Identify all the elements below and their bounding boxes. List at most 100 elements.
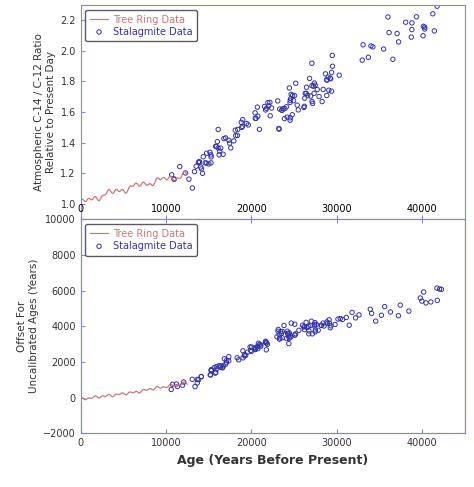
Stalagmite Data [212, 369, 219, 376]
Stalagmite Data [179, 381, 186, 389]
Stalagmite Data [278, 106, 286, 114]
Stalagmite Data [289, 111, 296, 119]
Stalagmite Data [254, 342, 262, 350]
Stalagmite Data [251, 346, 259, 354]
Stalagmite Data [280, 321, 288, 329]
Stalagmite Data [303, 323, 311, 331]
Stalagmite Data [170, 175, 178, 183]
Stalagmite Data [233, 354, 241, 362]
Stalagmite Data [320, 322, 328, 330]
Stalagmite Data [196, 158, 203, 166]
Stalagmite Data [428, 0, 436, 4]
Legend: Tree Ring Data, Stalagmite Data: Tree Ring Data, Stalagmite Data [85, 10, 197, 41]
Stalagmite Data [328, 87, 335, 95]
Tree Ring Data [184, 381, 190, 387]
Stalagmite Data [421, 23, 428, 31]
Tree Ring Data [182, 379, 187, 385]
Line: Tree Ring Data: Tree Ring Data [81, 382, 187, 400]
Tree Ring Data [182, 169, 188, 175]
Stalagmite Data [263, 105, 270, 112]
Stalagmite Data [396, 301, 404, 309]
Stalagmite Data [277, 328, 284, 336]
Stalagmite Data [247, 348, 255, 356]
Stalagmite Data [328, 62, 336, 70]
Stalagmite Data [266, 112, 274, 120]
Stalagmite Data [369, 43, 377, 51]
Stalagmite Data [238, 123, 246, 131]
Stalagmite Data [274, 97, 282, 105]
Stalagmite Data [311, 328, 319, 336]
Stalagmite Data [278, 107, 286, 114]
Stalagmite Data [305, 322, 312, 330]
Stalagmite Data [206, 371, 214, 379]
Stalagmite Data [193, 375, 201, 383]
Stalagmite Data [326, 319, 333, 327]
Stalagmite Data [323, 76, 330, 84]
Stalagmite Data [419, 22, 427, 30]
Stalagmite Data [394, 312, 402, 319]
Stalagmite Data [436, 285, 444, 293]
Stalagmite Data [365, 54, 372, 61]
Stalagmite Data [292, 330, 300, 337]
X-axis label: Age (Years Before Present): Age (Years Before Present) [177, 454, 368, 467]
Stalagmite Data [219, 150, 227, 158]
Stalagmite Data [176, 163, 183, 170]
Stalagmite Data [276, 105, 283, 113]
Stalagmite Data [252, 114, 259, 122]
Stalagmite Data [285, 329, 293, 337]
Stalagmite Data [323, 318, 331, 326]
Stalagmite Data [185, 175, 193, 183]
Stalagmite Data [304, 92, 311, 99]
Stalagmite Data [395, 38, 402, 46]
Tree Ring Data [79, 197, 84, 203]
Stalagmite Data [292, 79, 300, 87]
Stalagmite Data [247, 346, 255, 354]
Stalagmite Data [203, 150, 210, 157]
Stalagmite Data [217, 362, 224, 370]
Stalagmite Data [313, 86, 321, 94]
Tree Ring Data [82, 397, 88, 403]
Stalagmite Data [264, 99, 272, 107]
Stalagmite Data [281, 115, 288, 123]
Tree Ring Data [141, 387, 147, 393]
Stalagmite Data [189, 184, 196, 192]
Stalagmite Data [286, 98, 294, 106]
Stalagmite Data [214, 144, 222, 152]
Stalagmite Data [286, 84, 293, 92]
Stalagmite Data [305, 330, 312, 337]
Stalagmite Data [199, 169, 206, 177]
Stalagmite Data [215, 362, 223, 370]
Stalagmite Data [284, 330, 292, 337]
Stalagmite Data [301, 90, 309, 97]
Stalagmite Data [327, 75, 335, 83]
Tree Ring Data [129, 183, 135, 189]
Stalagmite Data [433, 284, 441, 292]
Stalagmite Data [192, 162, 200, 170]
Stalagmite Data [263, 339, 270, 347]
Stalagmite Data [291, 92, 299, 99]
Tree Ring Data [78, 395, 83, 401]
Stalagmite Data [275, 125, 283, 132]
Tree Ring Data [184, 171, 190, 177]
Stalagmite Data [358, 56, 366, 64]
Stalagmite Data [281, 105, 289, 112]
Stalagmite Data [189, 375, 196, 383]
Stalagmite Data [223, 356, 230, 364]
Stalagmite Data [302, 90, 310, 97]
Stalagmite Data [275, 331, 283, 338]
Stalagmite Data [324, 319, 331, 327]
Stalagmite Data [301, 323, 309, 331]
Stalagmite Data [168, 171, 175, 179]
Stalagmite Data [310, 90, 318, 97]
Stalagmite Data [219, 364, 227, 372]
Stalagmite Data [311, 318, 319, 326]
Stalagmite Data [220, 135, 228, 143]
Stalagmite Data [286, 114, 294, 122]
Stalagmite Data [355, 311, 363, 319]
Stalagmite Data [274, 325, 282, 333]
Stalagmite Data [276, 334, 284, 342]
Stalagmite Data [301, 326, 309, 334]
Stalagmite Data [246, 343, 254, 351]
Stalagmite Data [285, 334, 293, 342]
Stalagmite Data [257, 341, 264, 349]
